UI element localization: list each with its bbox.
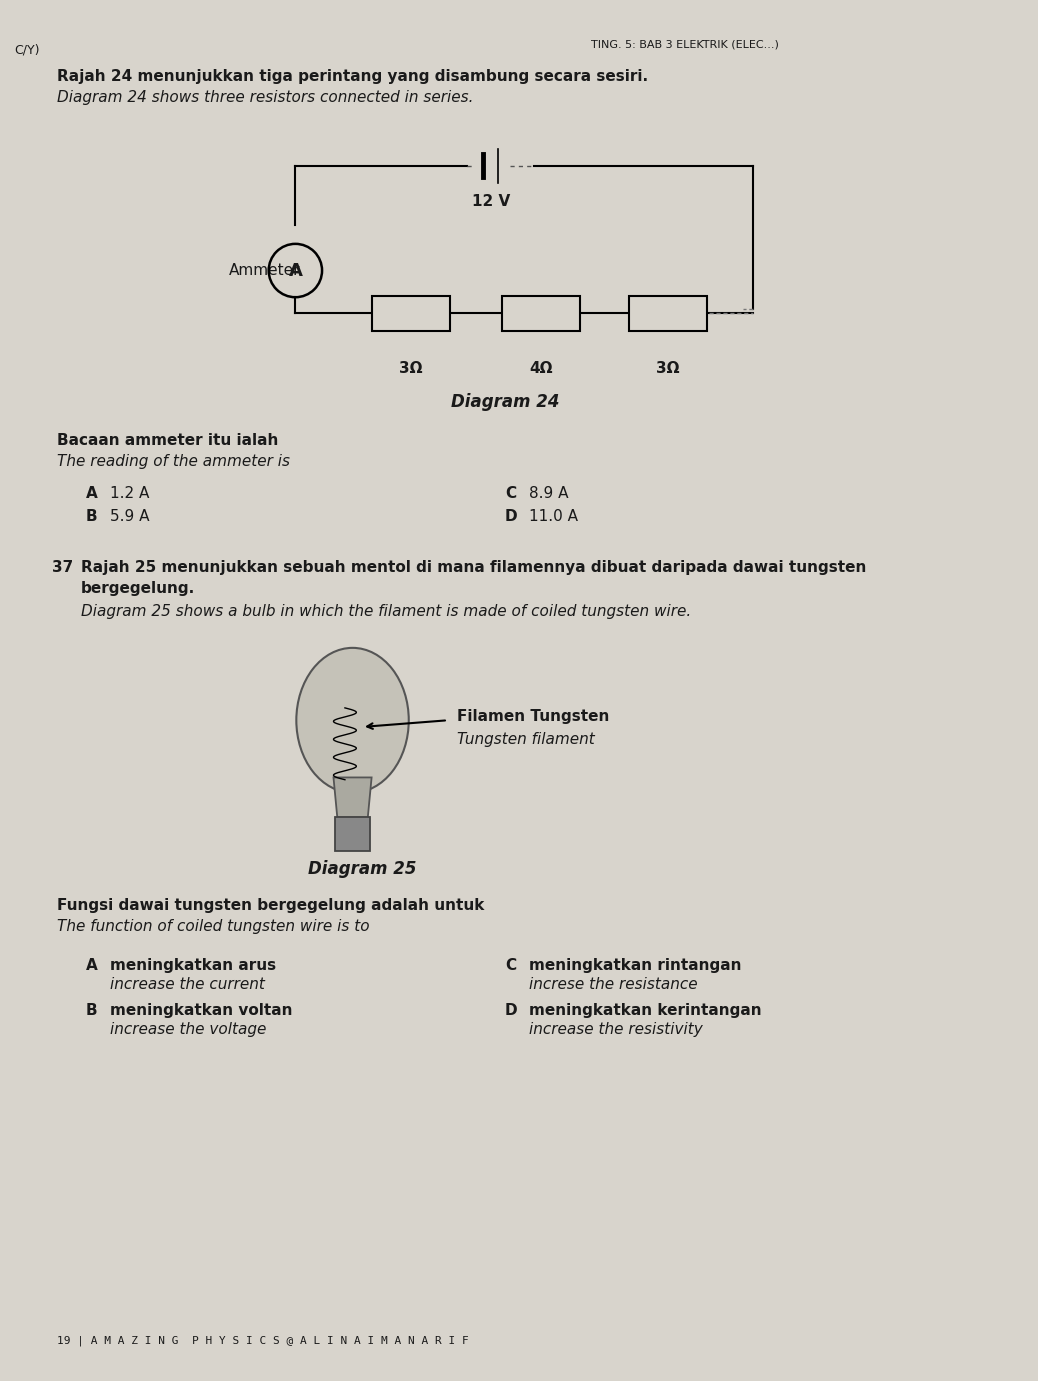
Text: meningkatkan voltan: meningkatkan voltan bbox=[110, 1003, 292, 1018]
Text: Rajah 24 menunjukkan tiga perintang yang disambung secara sesiri.: Rajah 24 menunjukkan tiga perintang yang… bbox=[57, 69, 649, 83]
Text: Diagram 24: Diagram 24 bbox=[450, 394, 559, 412]
Text: 4Ω: 4Ω bbox=[529, 360, 553, 376]
Text: Diagram 25 shows a bulb in which the filament is made of coiled tungsten wire.: Diagram 25 shows a bulb in which the fil… bbox=[81, 603, 691, 619]
Polygon shape bbox=[335, 818, 370, 851]
Text: A: A bbox=[86, 486, 98, 501]
Text: Fungsi dawai tungsten bergegelung adalah untuk: Fungsi dawai tungsten bergegelung adalah… bbox=[57, 899, 485, 913]
Text: Filamen Tungsten: Filamen Tungsten bbox=[458, 708, 609, 724]
Text: meningkatkan kerintangan: meningkatkan kerintangan bbox=[528, 1003, 762, 1018]
Text: meningkatkan arus: meningkatkan arus bbox=[110, 957, 276, 972]
Text: 5.9 A: 5.9 A bbox=[110, 508, 149, 523]
Text: B: B bbox=[86, 508, 98, 523]
Text: C/Y): C/Y) bbox=[15, 44, 39, 57]
Text: Tungsten filament: Tungsten filament bbox=[458, 732, 595, 747]
Text: C: C bbox=[506, 957, 516, 972]
Text: 3Ω: 3Ω bbox=[399, 360, 422, 376]
Text: C: C bbox=[506, 486, 516, 501]
Text: increase the resistivity: increase the resistivity bbox=[528, 1022, 703, 1037]
Text: 3Ω: 3Ω bbox=[656, 360, 680, 376]
Text: 1.2 A: 1.2 A bbox=[110, 486, 148, 501]
Text: 37: 37 bbox=[52, 561, 74, 576]
Text: Rajah 25 menunjukkan sebuah mentol di mana filamennya dibuat daripada dawai tung: Rajah 25 menunjukkan sebuah mentol di ma… bbox=[81, 561, 867, 576]
Text: The function of coiled tungsten wire is to: The function of coiled tungsten wire is … bbox=[57, 920, 370, 935]
Text: The reading of the ammeter is: The reading of the ammeter is bbox=[57, 454, 291, 470]
Text: 12 V: 12 V bbox=[471, 195, 510, 210]
Text: Bacaan ammeter itu ialah: Bacaan ammeter itu ialah bbox=[57, 434, 278, 449]
Text: A: A bbox=[289, 261, 302, 279]
Text: increase the voltage: increase the voltage bbox=[110, 1022, 266, 1037]
Text: bergegelung.: bergegelung. bbox=[81, 581, 195, 597]
Text: 8.9 A: 8.9 A bbox=[528, 486, 569, 501]
Text: increse the resistance: increse the resistance bbox=[528, 976, 698, 992]
Text: Diagram 24 shows three resistors connected in series.: Diagram 24 shows three resistors connect… bbox=[57, 90, 473, 105]
Text: D: D bbox=[506, 1003, 518, 1018]
Text: Ammeter: Ammeter bbox=[228, 262, 300, 278]
Text: D: D bbox=[506, 508, 518, 523]
Text: TING. 5: BAB 3 ELEKTRIK (ELEC...): TING. 5: BAB 3 ELEKTRIK (ELEC...) bbox=[591, 40, 778, 50]
Text: B: B bbox=[86, 1003, 98, 1018]
Text: Diagram 25: Diagram 25 bbox=[308, 860, 416, 878]
Polygon shape bbox=[333, 778, 372, 818]
Text: 11.0 A: 11.0 A bbox=[528, 508, 578, 523]
Bar bbox=[372, 297, 449, 330]
Ellipse shape bbox=[296, 648, 409, 793]
Text: increase the current: increase the current bbox=[110, 976, 265, 992]
Text: meningkatkan rintangan: meningkatkan rintangan bbox=[528, 957, 741, 972]
Text: A: A bbox=[86, 957, 98, 972]
Bar bbox=[502, 297, 580, 330]
Text: 19 | A M A Z I N G  P H Y S I C S @ A L I N A I M A N A R I F: 19 | A M A Z I N G P H Y S I C S @ A L I… bbox=[57, 1335, 469, 1346]
Bar bbox=[629, 297, 707, 330]
